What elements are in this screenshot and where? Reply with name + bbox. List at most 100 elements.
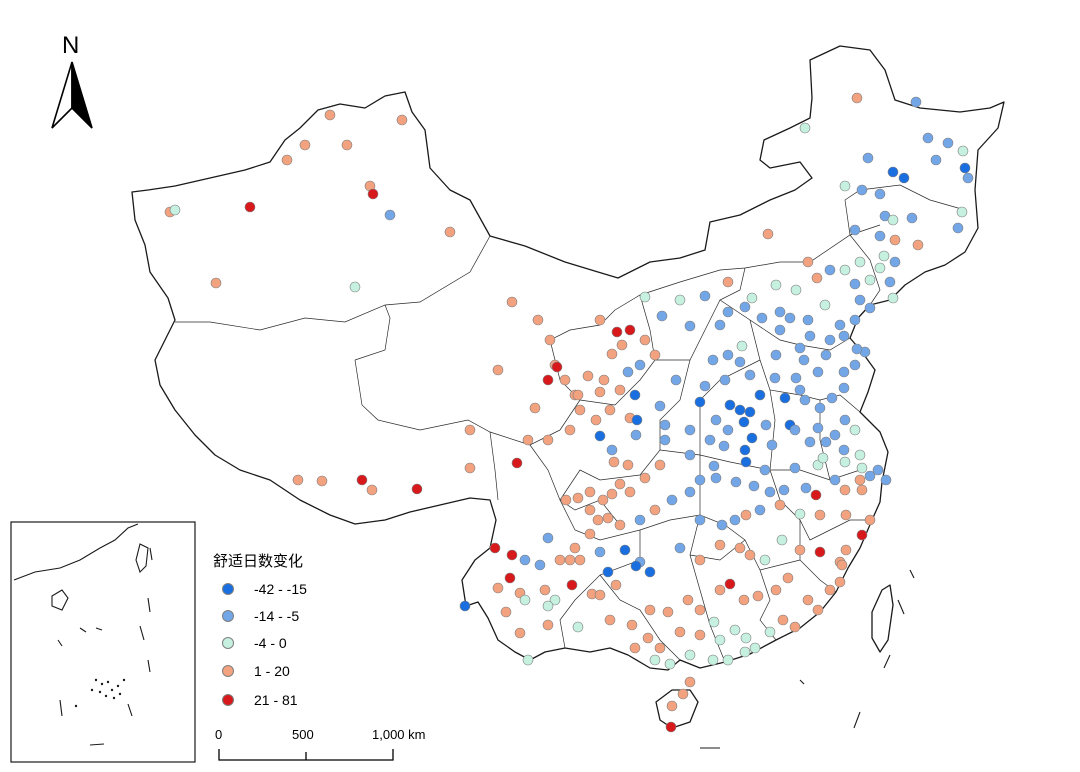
station-point <box>594 386 606 398</box>
station-point <box>722 276 734 288</box>
station-point <box>800 482 812 494</box>
station-point <box>778 484 790 496</box>
station-point <box>522 654 534 666</box>
north-label: N <box>62 32 80 59</box>
station-point <box>856 484 868 496</box>
station-point <box>734 404 746 416</box>
station-point <box>854 474 866 486</box>
station-point <box>836 559 848 571</box>
station-point <box>898 172 910 184</box>
station-point <box>694 514 706 526</box>
legend-swatch-icon <box>222 694 234 706</box>
station-point <box>574 404 586 416</box>
station-point <box>824 584 836 596</box>
station-point <box>814 546 826 558</box>
station-point <box>839 264 851 276</box>
station-point <box>930 154 942 166</box>
station-point <box>634 359 646 371</box>
station-point <box>542 434 554 446</box>
station-point <box>604 404 616 416</box>
station-point <box>594 546 606 558</box>
station-point <box>649 654 661 666</box>
station-point <box>519 554 531 566</box>
station-point <box>802 314 814 326</box>
station-point <box>614 478 626 490</box>
station-point <box>734 356 746 368</box>
station-point <box>789 424 801 436</box>
station-point <box>614 384 626 396</box>
station-point <box>819 299 831 311</box>
station-point <box>674 542 686 554</box>
station-point <box>707 654 719 666</box>
station-point <box>492 364 504 376</box>
station-point <box>694 474 706 486</box>
station-point <box>764 486 776 498</box>
station-point <box>834 576 846 588</box>
station-point <box>611 326 623 338</box>
station-point <box>839 180 851 192</box>
station-point <box>887 214 899 226</box>
station-point <box>610 579 622 591</box>
station-point <box>629 389 641 401</box>
station-point <box>654 642 666 654</box>
legend-item-1: -42 - -15 <box>222 578 307 600</box>
legend-title: 舒适日数变化 <box>213 552 304 570</box>
china-outline <box>131 45 1005 671</box>
station-point <box>794 508 806 520</box>
station-point <box>804 330 816 342</box>
scale-tick-label: 1,000 km <box>372 727 426 742</box>
station-point <box>736 340 748 352</box>
station-point <box>659 434 671 446</box>
station-point <box>630 560 642 572</box>
station-point <box>849 224 861 236</box>
station-point <box>776 534 788 546</box>
station-point <box>529 402 541 414</box>
station-point <box>624 486 636 498</box>
station-point <box>631 414 643 426</box>
station-point <box>707 354 719 366</box>
station-point <box>604 614 616 626</box>
station-point <box>749 642 761 654</box>
station-point <box>817 452 829 464</box>
station-point <box>659 419 671 431</box>
station-point <box>714 539 726 551</box>
station-point <box>292 474 304 486</box>
station-point <box>281 154 293 166</box>
station-point <box>820 436 832 448</box>
station-point <box>856 184 868 196</box>
station-point <box>952 222 964 234</box>
station-point <box>639 291 651 303</box>
station-point <box>649 504 661 516</box>
station-point <box>534 559 546 571</box>
station-point <box>794 384 806 396</box>
station-point <box>770 349 782 361</box>
station-point <box>704 434 716 446</box>
station-point <box>634 514 646 526</box>
station-point <box>316 475 328 487</box>
station-point <box>677 688 689 700</box>
station-point <box>729 514 741 526</box>
station-point <box>880 474 892 486</box>
station-point <box>812 366 824 378</box>
legend-label: -42 - -15 <box>254 581 307 597</box>
station-point <box>824 334 836 346</box>
legend-item-5: 21 - 81 <box>222 689 298 711</box>
station-point <box>838 330 850 342</box>
legend-item-4: 1 - 20 <box>222 660 290 682</box>
station-point <box>851 92 863 104</box>
station-point <box>724 399 736 411</box>
station-point <box>639 334 651 346</box>
station-point <box>542 619 554 631</box>
station-point <box>738 416 750 428</box>
station-point <box>746 432 758 444</box>
station-point <box>542 374 554 386</box>
station-point <box>464 424 476 436</box>
station-point <box>500 606 512 618</box>
legend-swatch-icon <box>222 665 234 677</box>
station-point <box>622 459 634 471</box>
station-point <box>684 676 696 688</box>
station-point <box>856 529 868 541</box>
station-point <box>554 554 566 566</box>
station-point <box>759 464 771 476</box>
